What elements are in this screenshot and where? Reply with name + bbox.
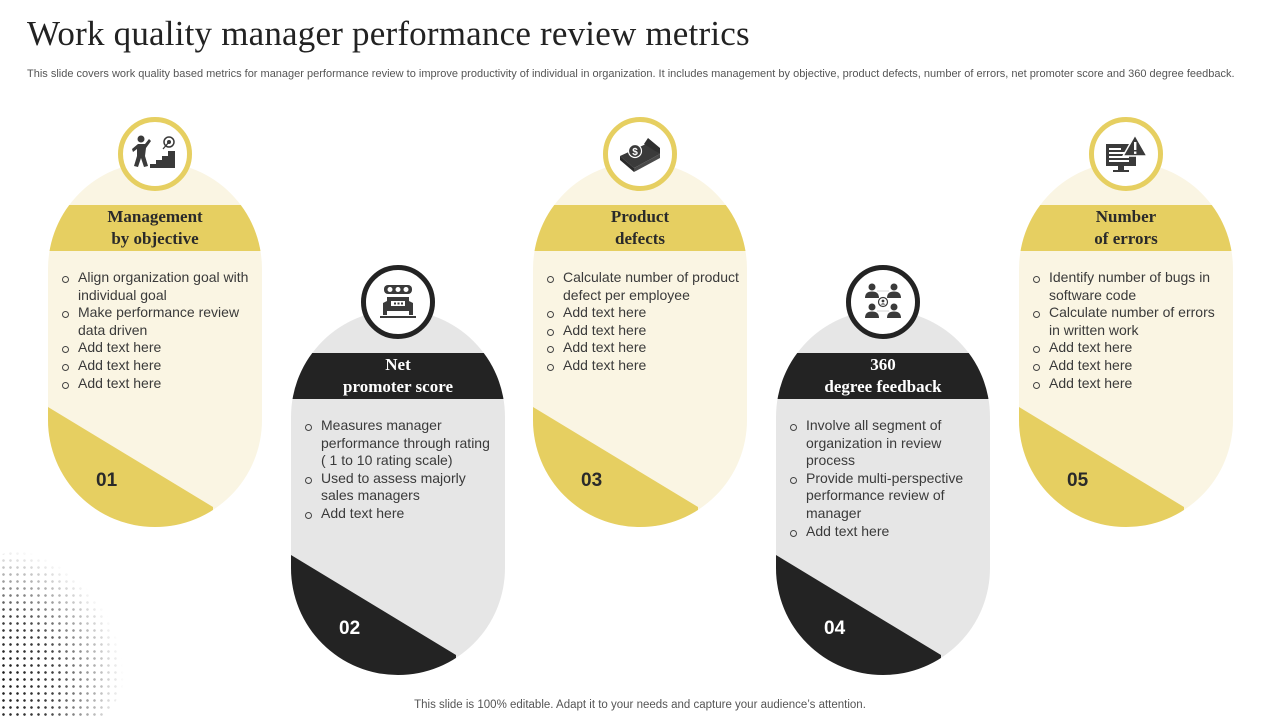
metric-card-number-of-errors: Number of errors Identify number of bugs … (1019, 117, 1233, 527)
card-number: 03 (581, 470, 603, 491)
card-title-line2: degree feedback (824, 377, 942, 396)
bullet-item: Add text here (1031, 375, 1226, 393)
card-number: 05 (1067, 470, 1089, 491)
metric-card-management-by-objective: Management by objective Align organizatio… (48, 117, 262, 527)
card-title-line1: Number (1095, 207, 1157, 226)
bullet-item: Provide multi-perspective performance re… (788, 470, 983, 523)
bullet-item: Involve all segment of organization in r… (788, 417, 983, 470)
team-network-icon (865, 283, 901, 318)
card-bullet-list: Identify number of bugs in software code… (1031, 269, 1226, 392)
bullet-item: Add text here (60, 375, 255, 393)
metric-card-net-promoter-score: Net promoter score Measures manager perfo… (291, 265, 505, 675)
bullet-item: Add text here (60, 357, 255, 375)
card-title-line1: 360 (870, 355, 896, 374)
halftone-dot-decoration (0, 550, 130, 720)
bullet-item: Make performance review data driven (60, 304, 255, 339)
bullet-item: Align organization goal with individual … (60, 269, 255, 304)
card-bullet-list: Align organization goal with individual … (60, 269, 255, 392)
card-pill: Product defects Calculate number of produ… (533, 162, 747, 527)
corner-wedge (48, 407, 213, 527)
bullet-item: Identify number of bugs in software code (1031, 269, 1226, 304)
staircase-goal-icon (132, 135, 175, 168)
icon-badge (118, 117, 192, 191)
card-title-line2: of errors (1094, 229, 1158, 248)
rating-board-icon (380, 285, 416, 318)
card-bullet-list: Calculate number of product defect per e… (545, 269, 740, 375)
footer-note: This slide is 100% editable. Adapt it to… (414, 699, 866, 711)
corner-wedge (1019, 407, 1184, 527)
card-bullet-list: Involve all segment of organization in r… (788, 417, 983, 540)
card-number: 04 (824, 618, 846, 639)
card-title-line1: Product (610, 207, 670, 226)
card-title-line2: promoter score (343, 377, 453, 396)
card-number: 02 (339, 618, 361, 639)
money-stack-icon: $ (620, 138, 660, 172)
bullet-item: Calculate number of errors in written wo… (1031, 304, 1226, 339)
corner-wedge (776, 555, 941, 675)
card-pill: 360 degree feedback Involve all segment o… (776, 310, 990, 675)
corner-wedge (533, 407, 698, 527)
card-pill: Management by objective Align organizatio… (48, 162, 262, 527)
bullet-item: Add text here (545, 322, 740, 340)
svg-text:$: $ (632, 147, 638, 158)
bullet-item: Add text here (303, 505, 498, 523)
page-title: Work quality manager performance review … (27, 14, 750, 53)
metric-card-product-defects: Product defects Calculate number of produ… (533, 117, 747, 527)
card-header-band: Number of errors (1019, 205, 1233, 251)
card-title-line1: Management (107, 207, 203, 226)
icon-badge (1089, 117, 1163, 191)
card-header-band: Management by objective (48, 205, 262, 251)
bullet-item: Add text here (545, 304, 740, 322)
card-number: 01 (96, 470, 118, 491)
bullet-item: Add text here (545, 339, 740, 357)
bullet-item: Add text here (1031, 357, 1226, 375)
bullet-item: Add text here (788, 523, 983, 541)
icon-badge (846, 265, 920, 339)
bullet-item: Add text here (60, 339, 255, 357)
card-title-line2: defects (614, 229, 666, 248)
card-header-band: Product defects (533, 205, 747, 251)
icon-badge: $ (603, 117, 677, 191)
card-pill: Net promoter score Measures manager perfo… (291, 310, 505, 675)
bullet-item: Add text here (545, 357, 740, 375)
metric-card-360-degree-feedback: 360 degree feedback Involve all segment o… (776, 265, 990, 675)
page-subtitle: This slide covers work quality based met… (27, 68, 1235, 80)
monitor-warning-icon (1106, 134, 1147, 172)
card-header-band: 360 degree feedback (776, 353, 990, 399)
corner-wedge (291, 555, 456, 675)
bullet-item: Used to assess majorly sales managers (303, 470, 498, 505)
bullet-item: Measures manager performance through rat… (303, 417, 498, 470)
card-title-line2: by objective (111, 229, 199, 248)
bullet-item: Calculate number of product defect per e… (545, 269, 740, 304)
card-title-line1: Net (385, 355, 411, 374)
card-header-band: Net promoter score (291, 353, 505, 399)
card-pill: Number of errors Identify number of bugs … (1019, 162, 1233, 527)
icon-badge (361, 265, 435, 339)
card-bullet-list: Measures manager performance through rat… (303, 417, 498, 523)
bullet-item: Add text here (1031, 339, 1226, 357)
